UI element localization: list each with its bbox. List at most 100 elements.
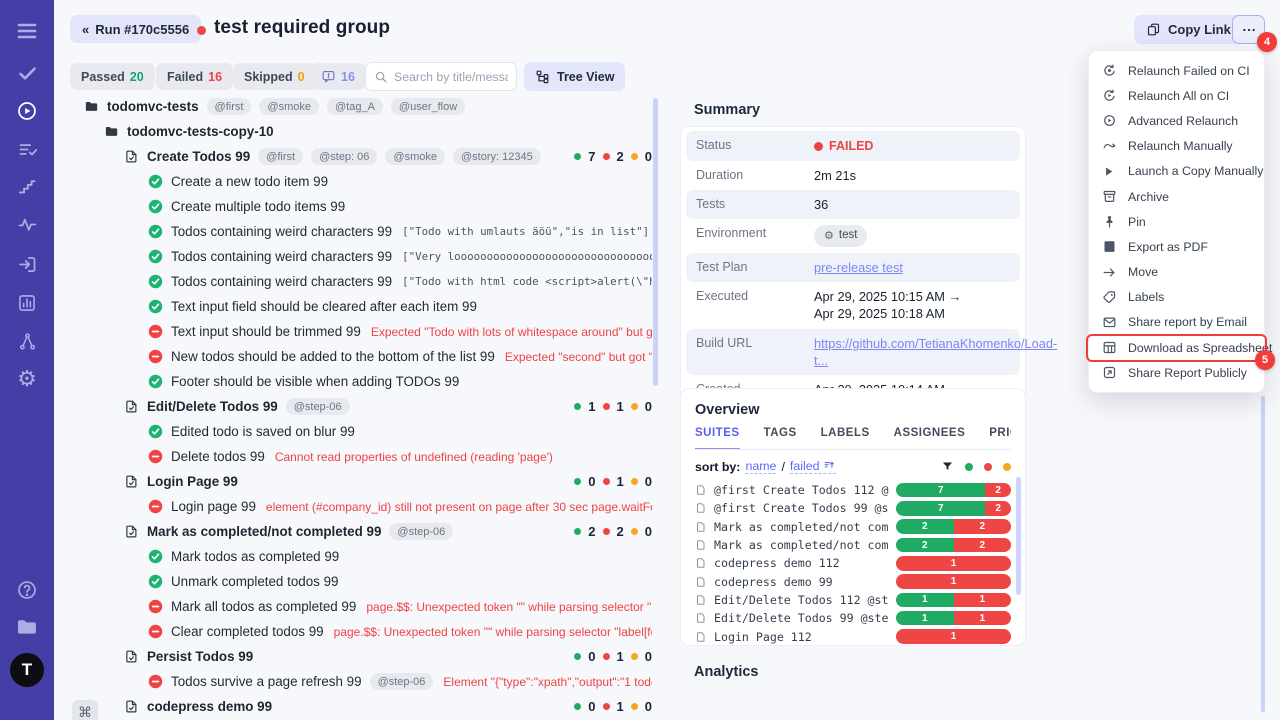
- tag-badge[interactable]: @step: 06: [311, 148, 378, 165]
- overview-tab-priority[interactable]: PRIORITY: [989, 427, 1011, 439]
- tag-badge[interactable]: @step-06: [369, 673, 434, 690]
- tree-suite-row[interactable]: Login Page 99 0 1 0: [70, 469, 652, 494]
- environment-badge[interactable]: ⚙ test: [814, 225, 868, 247]
- tag-badge[interactable]: @first: [258, 148, 304, 165]
- menu-item-label: Move: [1128, 265, 1159, 280]
- tree-test-row[interactable]: New todos should be added to the bottom …: [70, 344, 652, 369]
- tree-test-row[interactable]: Create multiple todo items 99: [70, 194, 652, 219]
- tree-test-row[interactable]: Create a new todo item 99: [70, 169, 652, 194]
- overview-suite-row[interactable]: Edit/Delete Todos 99 @step-06 11: [695, 609, 1011, 627]
- sidebar-item-reports[interactable]: [0, 290, 54, 316]
- legend-passed-dot[interactable]: [965, 462, 973, 471]
- overview-scrollbar[interactable]: [1016, 477, 1021, 595]
- sidebar-item-settings[interactable]: ⚙: [0, 366, 54, 392]
- sidebar-item-analytics[interactable]: [0, 211, 54, 237]
- tree-test-row[interactable]: Todos containing weird characters 99 ["To…: [70, 219, 652, 244]
- tree-test-row[interactable]: Unmark completed todos 99: [70, 569, 652, 594]
- menu-item-archive[interactable]: Archive: [1089, 184, 1264, 209]
- tree-test-row[interactable]: Clear completed todos 99 page.$$: Unexpec…: [70, 619, 652, 644]
- legend-skipped-dot[interactable]: [1003, 462, 1011, 471]
- menu-item-launch-a-copy-manually[interactable]: Launch a Copy Manually: [1089, 159, 1264, 184]
- menu-item-advanced-relaunch[interactable]: Advanced Relaunch: [1089, 108, 1264, 133]
- back-to-run-button[interactable]: « Run #170c5556: [70, 15, 202, 43]
- tree-test-row[interactable]: Todos containing weird characters 99 ["Ve…: [70, 244, 652, 269]
- overview-suite-row[interactable]: Mark as completed/not comple… 22: [695, 518, 1011, 536]
- sidebar-item-projects[interactable]: [0, 613, 54, 641]
- filter-passed[interactable]: Passed 20: [70, 63, 155, 90]
- tag-badge[interactable]: @smoke: [259, 98, 319, 115]
- menu-item-labels[interactable]: Labels: [1089, 285, 1264, 310]
- sidebar-item-logo[interactable]: T: [0, 650, 54, 690]
- overview-tab-labels[interactable]: LABELS: [820, 427, 870, 439]
- overview-suite-row[interactable]: Mark as completed/not comple… 22: [695, 536, 1011, 554]
- page-scrollbar[interactable]: [1261, 396, 1265, 712]
- tree-test-row[interactable]: Text input field should be cleared after…: [70, 294, 652, 319]
- overview-suite-name: @first Create Todos 99 @step…: [714, 501, 889, 516]
- tag-badge[interactable]: @smoke: [385, 148, 445, 165]
- summary-link[interactable]: pre-release test: [814, 259, 903, 275]
- sidebar-item-runs[interactable]: [0, 98, 54, 124]
- menu-item-move[interactable]: Move: [1089, 260, 1264, 285]
- filter-funnel-icon[interactable]: [941, 460, 954, 473]
- overview-suite-row[interactable]: codepress demo 99 1: [695, 572, 1011, 590]
- tag-badge[interactable]: @step-06: [389, 523, 454, 540]
- tree-suite-row[interactable]: Mark as completed/not completed 99 @step-…: [70, 519, 652, 544]
- overview-suite-row[interactable]: codepress demo 112 1: [695, 554, 1011, 572]
- overview-suite-row[interactable]: @first Create Todos 112 @ste… 72: [695, 481, 1011, 499]
- summary-link[interactable]: https://github.com/TetianaKhomenko/Load-…: [814, 335, 1058, 368]
- menu-item-share-report-by-email[interactable]: Share report by Email: [1089, 310, 1264, 335]
- menu-item-relaunch-failed-on-ci[interactable]: Relaunch Failed on CI: [1089, 58, 1264, 83]
- tree-test-row[interactable]: Text input should be trimmed 99 Expected …: [70, 319, 652, 344]
- tag-badge[interactable]: @first: [206, 98, 252, 115]
- sort-by-failed-link[interactable]: failed: [789, 459, 836, 474]
- overview-suite-row[interactable]: Login Page 112 1: [695, 627, 1011, 645]
- menu-item-relaunch-all-on-ci[interactable]: Relaunch All on CI: [1089, 83, 1264, 108]
- sidebar-item-test-cases[interactable]: [0, 136, 54, 162]
- overview-tab-suites[interactable]: SUITES: [695, 427, 740, 449]
- menu-item-export-as-pdf[interactable]: PDF Export as PDF: [1089, 234, 1264, 259]
- menu-item-pin[interactable]: Pin: [1089, 209, 1264, 234]
- filter-skipped[interactable]: Skipped 0: [233, 63, 316, 90]
- tree-view-button[interactable]: Tree View: [524, 62, 626, 91]
- tree-test-row[interactable]: Mark todos as completed 99: [70, 544, 652, 569]
- sidebar-item-imports[interactable]: [0, 251, 54, 277]
- menu-item-download-as-spreadsheet[interactable]: Download as Spreadsheet: [1089, 335, 1272, 360]
- keyboard-shortcut-badge[interactable]: ⌘: [72, 700, 98, 720]
- overview-suite-row[interactable]: @first Create Todos 99 @step… 72: [695, 499, 1011, 517]
- tree-test-row[interactable]: Mark all todos as completed 99 page.$$: U…: [70, 594, 652, 619]
- tree-test-row[interactable]: Todos survive a page refresh 99 @step-06 E…: [70, 669, 652, 694]
- overview-tab-assignees[interactable]: ASSIGNEES: [893, 427, 966, 439]
- sidebar-item-help[interactable]: [0, 576, 54, 604]
- menu-item-label: Relaunch Failed on CI: [1128, 63, 1250, 78]
- tag-badge[interactable]: @step-06: [285, 398, 350, 415]
- sidebar-item-menu[interactable]: [0, 18, 54, 44]
- tree-suite-row[interactable]: Edit/Delete Todos 99 @step-06 1 1 0: [70, 394, 652, 419]
- overview-tab-tags[interactable]: TAGS: [763, 427, 797, 439]
- sidebar-item-results[interactable]: [0, 60, 54, 86]
- tree-test-row[interactable]: Login page 99 element (#company_id) still…: [70, 494, 652, 519]
- sort-by-name-link[interactable]: name: [745, 459, 777, 474]
- tree-folder-row[interactable]: todomvc-tests-copy-10: [70, 119, 652, 144]
- legend-failed-dot[interactable]: [984, 462, 992, 471]
- tree-suite-row[interactable]: Create Todos 99 @first @step: 06 @smoke @sto…: [70, 144, 652, 169]
- overview-suite-row[interactable]: Edit/Delete Todos 112 @step-… 11: [695, 591, 1011, 609]
- tag-badge[interactable]: @tag_A: [327, 98, 383, 115]
- search-input[interactable]: [394, 69, 508, 84]
- sidebar-item-steps[interactable]: [0, 174, 54, 200]
- tree-folder-row[interactable]: todomvc-tests @first @smoke @tag_A @user_flo…: [70, 94, 652, 119]
- menu-item-share-report-publicly[interactable]: Share Report Publicly: [1089, 360, 1264, 385]
- tree-scrollbar[interactable]: [653, 98, 658, 386]
- tree-test-row[interactable]: Footer should be visible when adding TOD…: [70, 369, 652, 394]
- tree-test-row[interactable]: Todos containing weird characters 99 ["To…: [70, 269, 652, 294]
- tag-badge[interactable]: @user_flow: [390, 98, 466, 115]
- filter-failed[interactable]: Failed 16: [156, 63, 234, 90]
- tree-suite-row[interactable]: codepress demo 99 0 1 0: [70, 694, 652, 719]
- sidebar-item-branches[interactable]: [0, 328, 54, 354]
- menu-item-relaunch-manually[interactable]: Relaunch Manually: [1089, 134, 1264, 159]
- tree-suite-row[interactable]: Persist Todos 99 0 1 0: [70, 644, 652, 669]
- filter-comments[interactable]: 16: [310, 63, 366, 90]
- tree-test-row[interactable]: Edited todo is saved on blur 99: [70, 419, 652, 444]
- copy-link-button[interactable]: Copy Link: [1134, 15, 1243, 44]
- tag-badge[interactable]: @story: 12345: [452, 148, 541, 165]
- tree-test-row[interactable]: Delete todos 99 Cannot read properties of…: [70, 444, 652, 469]
